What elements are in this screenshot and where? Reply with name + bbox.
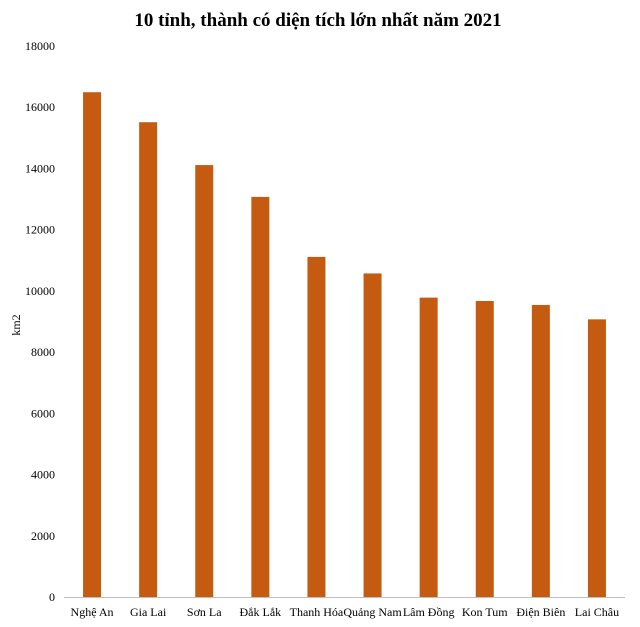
bar-series [83,92,606,598]
bar [587,319,606,597]
bar [195,165,214,598]
x-tick-label: Kon Tum [462,605,508,619]
y-axis-ticks: 0 2000 4000 6000 8000 10000 12000 14000 16000 180… [25,39,55,604]
x-tick-label: Gia Lai [130,605,167,619]
x-tick-label: Nghệ An [71,605,114,619]
y-tick-label: 14000 [25,161,55,175]
bar [363,273,382,597]
y-tick-label: 6000 [31,406,55,420]
bar [475,300,494,597]
x-tick-label: Lâm Đồng [403,605,455,619]
bar [139,122,158,597]
x-tick-label: Thanh Hóa [290,605,344,619]
chart-title: 10 tỉnh, thành có diện tích lớn nhất năm… [134,10,501,31]
y-axis-label: km2 [9,314,23,335]
bar [251,196,270,597]
y-tick-label: 0 [49,590,55,604]
y-tick-label: 8000 [31,345,55,359]
bar [531,304,550,597]
y-tick-label: 2000 [31,529,55,543]
y-tick-label: 10000 [25,284,55,298]
bar [419,297,438,597]
y-tick-label: 4000 [31,468,55,482]
x-axis-ticks: Nghệ An Gia Lai Sơn La Đắk Lắk Thanh Hóa Quản… [71,605,620,619]
y-tick-label: 12000 [25,223,55,237]
y-tick-label: 16000 [25,100,55,114]
x-tick-label: Lai Châu [575,605,619,619]
bar [307,256,326,597]
x-tick-label: Sơn La [187,605,222,619]
bar [83,92,102,597]
x-tick-label: Quảng Nam [343,605,402,619]
y-tick-label: 18000 [25,39,55,53]
x-tick-label: Điện Biên [516,605,565,619]
x-tick-label: Đắk Lắk [240,605,282,619]
